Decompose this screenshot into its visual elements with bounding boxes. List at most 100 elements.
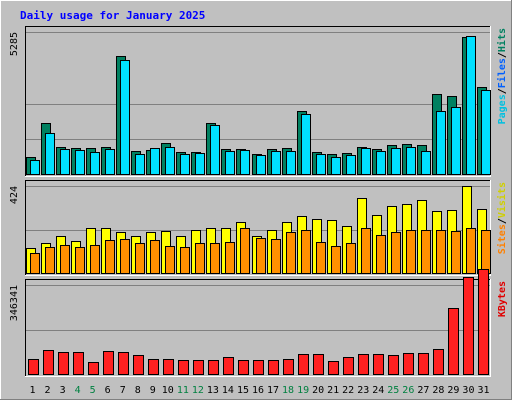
x-tick-label-day-12: 12	[192, 385, 204, 396]
bar-visits-sites-day-18	[286, 232, 296, 274]
x-tick-label-day-8: 8	[135, 385, 141, 396]
bar-hits-files-day-24	[376, 151, 386, 175]
bar-hits-files-day-26	[406, 147, 416, 175]
bar-hits-files-day-30	[466, 36, 476, 175]
bar-hits-files-day-18	[286, 151, 296, 175]
bar-hits-files-day-25	[391, 148, 401, 175]
x-tick-label-day-9: 9	[150, 385, 156, 396]
x-tick-label-day-2: 2	[45, 385, 51, 396]
bar-kbytes-kbytes-day-28	[433, 349, 444, 375]
bar-kbytes-kbytes-day-3	[58, 352, 69, 375]
bar-visits-sites-day-9	[150, 240, 160, 274]
bar-visits-sites-day-22	[346, 243, 356, 274]
bar-hits-files-day-31	[481, 90, 491, 175]
bar-visits-sites-day-31	[481, 230, 491, 274]
bar-hits-files-day-15	[240, 150, 250, 175]
bar-hits-files-day-7	[120, 60, 130, 175]
x-axis-labels: 1 2 3 4 5 6 7 8 9 10 11 12 13 14 15 16 17 18 19 20 21 22 23 24 2…	[30, 385, 490, 396]
x-tick-label-day-21: 21	[327, 385, 339, 396]
bar-kbytes-kbytes-day-8	[133, 355, 144, 375]
x-tick-label-day-1: 1	[30, 385, 36, 396]
legend-files: Files	[496, 58, 508, 88]
bar-hits-files-day-6	[105, 149, 115, 175]
x-tick-label-day-25: 25	[387, 385, 399, 396]
bar-kbytes-kbytes-day-17	[268, 360, 279, 375]
bar-visits-sites-day-16	[256, 238, 266, 274]
x-tick-label-day-24: 24	[372, 385, 384, 396]
bar-hits-files-day-17	[271, 151, 281, 175]
bar-visits-sites-day-13	[210, 243, 220, 274]
bar-visits-sites-day-19	[301, 230, 311, 274]
bar-hits-files-day-21	[331, 157, 341, 175]
bar-hits-files-day-3	[60, 149, 70, 175]
bar-kbytes-kbytes-day-22	[343, 357, 354, 375]
bar-visits-sites-day-3	[60, 245, 70, 274]
bar-kbytes-kbytes-day-26	[403, 353, 414, 375]
bar-hits-files-day-23	[361, 148, 371, 175]
bar-hits-files-day-11	[180, 154, 190, 175]
x-tick-label-day-6: 6	[105, 385, 111, 396]
bar-visits-sites-day-25	[391, 232, 401, 274]
chart-panels: 5285Pages/Files/Hits424Sites/Visits34634…	[9, 26, 508, 377]
bar-hits-files-day-20	[316, 154, 326, 175]
x-tick-label-day-5: 5	[90, 385, 96, 396]
x-tick-label-day-29: 29	[447, 385, 459, 396]
bar-hits-files-day-22	[346, 155, 356, 175]
chart-title: Daily usage for January 2025	[20, 9, 205, 22]
legend-kbytes: KBytes	[497, 281, 508, 317]
bar-kbytes-kbytes-day-27	[418, 353, 429, 375]
x-tick-label-day-11: 11	[177, 385, 189, 396]
x-tick-label-day-22: 22	[342, 385, 354, 396]
x-tick-label-day-23: 23	[357, 385, 369, 396]
legend-sites: Sites	[496, 224, 508, 254]
bar-hits-files-day-9	[150, 148, 160, 175]
bar-visits-sites-day-6	[105, 240, 115, 274]
bar-kbytes-kbytes-day-24	[373, 354, 384, 375]
bar-visits-sites-day-10	[165, 246, 175, 274]
bar-kbytes-kbytes-day-30	[463, 277, 474, 375]
bar-kbytes-kbytes-day-14	[223, 357, 234, 375]
bar-kbytes-kbytes-day-11	[178, 360, 189, 375]
bar-kbytes-kbytes-day-13	[208, 360, 219, 375]
bar-hits-files-day-28	[436, 111, 446, 175]
legend-separator: /	[497, 88, 508, 94]
bar-kbytes-kbytes-day-20	[313, 354, 324, 375]
bar-kbytes-kbytes-day-5	[88, 362, 99, 375]
bar-kbytes-kbytes-day-4	[73, 352, 84, 375]
bar-visits-sites-day-4	[75, 247, 85, 274]
panel-hits-legend: Pages/Files/Hits	[496, 28, 508, 124]
panel-hits: 5285 Pages/Files/Hits	[9, 26, 508, 177]
x-tick-label-day-10: 10	[162, 385, 174, 396]
bar-visits-sites-day-11	[180, 247, 190, 274]
bar-kbytes-kbytes-day-2	[43, 350, 54, 375]
bar-visits-sites-day-12	[195, 243, 205, 274]
bar-hits-files-day-4	[75, 150, 85, 175]
bar-kbytes-kbytes-day-1	[28, 359, 39, 375]
bar-hits-files-day-12	[195, 153, 205, 175]
x-tick-label-day-7: 7	[120, 385, 126, 396]
bar-kbytes-kbytes-day-23	[358, 354, 369, 375]
bar-hits-files-day-13	[210, 125, 220, 175]
x-tick-label-day-27: 27	[417, 385, 429, 396]
x-tick-label-day-4: 4	[75, 385, 81, 396]
bar-visits-sites-day-1	[30, 253, 40, 274]
bar-visits-sites-day-24	[376, 235, 386, 274]
x-tick-label-day-28: 28	[432, 385, 444, 396]
panel-visits-legend: Sites/Visits	[496, 182, 508, 254]
bar-hits-files-day-1	[30, 160, 40, 175]
bar-kbytes-kbytes-day-29	[448, 308, 459, 375]
bar-kbytes-kbytes-day-25	[388, 355, 399, 375]
x-tick-label-day-3: 3	[60, 385, 66, 396]
legend-pages: Pages	[497, 94, 508, 124]
panel-visits-max-label: 424	[9, 186, 20, 204]
x-tick-label-day-20: 20	[312, 385, 324, 396]
bar-kbytes-kbytes-day-19	[298, 354, 309, 375]
bar-hits-files-day-5	[90, 152, 100, 175]
bar-hits-files-day-10	[165, 147, 175, 175]
bar-kbytes-kbytes-day-12	[193, 360, 204, 375]
bar-kbytes-kbytes-day-21	[328, 361, 339, 375]
x-tick-label-day-19: 19	[297, 385, 309, 396]
bar-kbytes-kbytes-day-16	[253, 360, 264, 375]
panel-hits-max-label: 5285	[9, 32, 20, 56]
bar-visits-sites-day-15	[240, 228, 250, 274]
